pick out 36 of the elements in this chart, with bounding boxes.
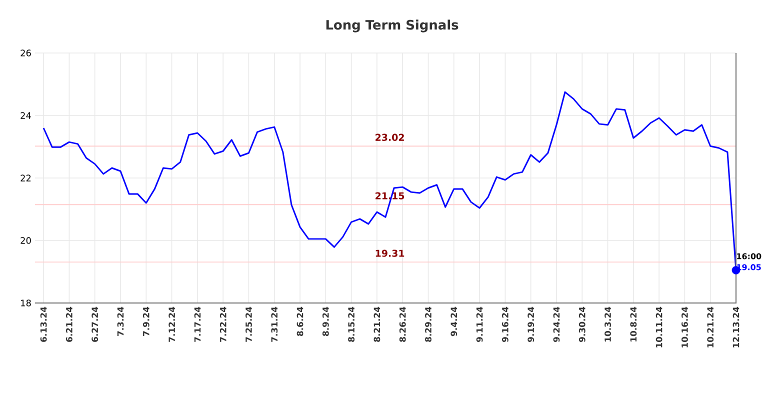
x-tick-label: 8.21.24 — [374, 306, 380, 342]
y-tick-label: 22 — [20, 174, 31, 182]
x-tick-label: 6.21.24 — [66, 306, 72, 342]
x-tick-label: 8.26.24 — [399, 306, 406, 342]
x-tick-label: 12.13.24 — [732, 306, 740, 348]
x-tick-label: 9.30.24 — [578, 306, 586, 342]
x-tick-label: 10.8.24 — [630, 306, 637, 342]
x-tick-label: 10.3.24 — [604, 306, 611, 342]
x-tick-label: 9.11.24 — [476, 306, 483, 342]
x-tick-label: 7.31.24 — [271, 306, 278, 342]
x-tick-label: 8.6.24 — [296, 306, 304, 336]
x-tick-label: 10.11.24 — [656, 306, 662, 348]
x-tick-label: 8.15.24 — [348, 306, 355, 342]
x-tick-label: 7.22.24 — [220, 306, 226, 342]
x-tick-label: 9.19.24 — [528, 306, 534, 342]
y-tick-label: 26 — [20, 50, 31, 56]
x-tick-label: 8.9.24 — [322, 306, 329, 336]
y-tick-label: 24 — [20, 112, 31, 119]
y-tick-label: 20 — [20, 237, 31, 244]
x-tick-label: 7.25.24 — [246, 306, 252, 342]
x-tick-label: 9.16.24 — [502, 306, 508, 342]
x-tick-label: 7.3.24 — [117, 306, 124, 336]
x-tick-label: 10.16.24 — [682, 306, 688, 348]
y-tick-label: 18 — [21, 300, 31, 306]
ref-line-label: 23.02 — [376, 134, 404, 141]
x-tick-label: 10.21.24 — [707, 306, 714, 348]
x-tick-label: 8.29.24 — [425, 306, 432, 342]
chart-title: Long Term Signals — [326, 20, 458, 32]
ref-line-label: 19.31 — [376, 250, 404, 257]
x-tick-label: 9.4.24 — [450, 306, 458, 336]
x-tick-label: 6.27.24 — [92, 306, 98, 342]
x-tick-label: 6.13.24 — [40, 306, 47, 342]
x-tick-label: 7.9.24 — [142, 306, 150, 336]
x-tick-label: 7.17.24 — [194, 306, 201, 342]
x-tick-label: 7.12.24 — [168, 306, 175, 342]
x-tick-label: 9.24.24 — [553, 306, 560, 342]
